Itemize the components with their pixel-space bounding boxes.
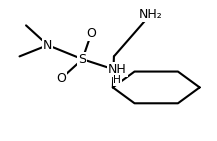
Text: O: O <box>86 27 96 40</box>
Text: NH: NH <box>108 63 127 76</box>
Text: NH₂: NH₂ <box>139 8 163 21</box>
Text: N: N <box>43 39 53 52</box>
Text: H: H <box>113 75 121 85</box>
Text: S: S <box>79 53 86 66</box>
Text: O: O <box>56 72 66 85</box>
